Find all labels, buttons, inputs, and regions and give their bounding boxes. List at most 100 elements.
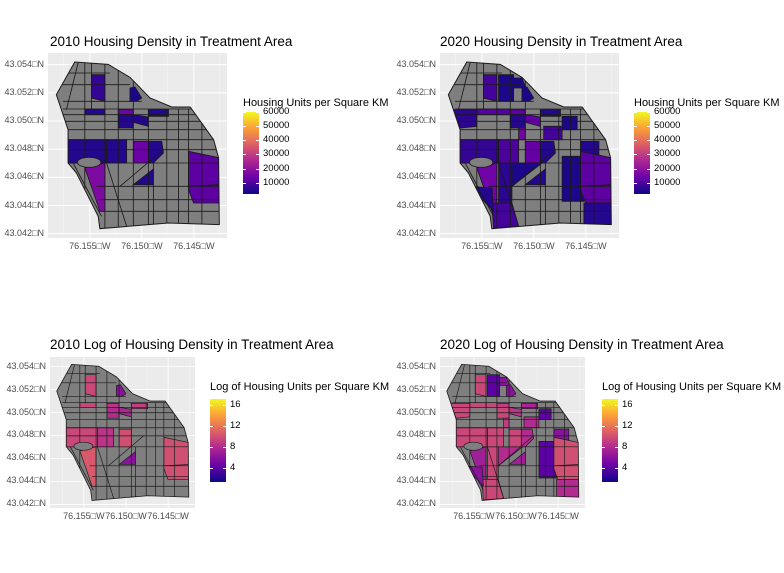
y-tick-label: 43.054□N	[396, 58, 436, 69]
y-tick-label: 43.042□N	[396, 498, 436, 509]
legend-tick-mark	[634, 140, 637, 142]
region-r8b	[487, 427, 505, 448]
region-border	[65, 62, 79, 110]
legend-tick-mark	[243, 182, 246, 184]
region-r6	[147, 109, 169, 117]
legend-tick-mark	[634, 168, 637, 170]
region-r3	[496, 402, 510, 408]
x-tick-label: 76.155□W	[453, 511, 495, 521]
region-r6	[520, 402, 538, 410]
region-border	[552, 464, 579, 467]
legend-tick-mark	[256, 154, 259, 156]
legend-tick-label: 8	[622, 440, 628, 452]
legend-tick-mark	[615, 446, 618, 448]
region-r3	[117, 109, 134, 116]
choropleth-map	[50, 357, 195, 508]
y-tick-label: 43.050□N	[4, 115, 44, 125]
y-tick-label: 43.048□N	[6, 429, 46, 440]
region-border	[487, 446, 505, 499]
legend-tick-label: 50000	[263, 120, 290, 132]
legend-tick-mark	[243, 112, 246, 113]
region-r13	[188, 150, 220, 204]
legend-tick-mark	[602, 467, 605, 469]
region-border	[511, 149, 556, 187]
x-tick-label: 76.145□W	[147, 511, 189, 521]
legend-tick-mark	[243, 126, 246, 128]
legend-tick-mark	[615, 404, 618, 406]
map-title: 2020 Housing Density in Treatment Area	[440, 34, 683, 49]
region-r12	[79, 446, 97, 487]
legend-tick-mark	[647, 112, 650, 113]
region-r1	[84, 374, 97, 397]
region-r9	[524, 140, 541, 164]
map-title: 2020 Log of Housing Density in Treatment…	[440, 337, 724, 352]
legend-tick-mark	[647, 126, 650, 128]
legend-tick-mark	[210, 467, 213, 469]
y-tick-label: 43.050□N	[396, 115, 436, 125]
region-ellipse	[469, 156, 494, 168]
legend-tick-mark	[256, 140, 259, 142]
legend-tick-mark	[223, 404, 226, 406]
legend-tick-label: 30000	[654, 148, 681, 160]
region-border	[454, 365, 465, 404]
region-r6	[539, 109, 561, 117]
legend-colorbar	[210, 399, 226, 482]
map-plot-area	[50, 357, 195, 508]
legend-tick-mark	[243, 154, 246, 156]
y-tick-label: 43.044□N	[396, 199, 436, 210]
region-r16	[448, 402, 471, 419]
legend-colorbar	[602, 399, 618, 482]
legend-tick-mark	[647, 168, 650, 170]
region-r9	[118, 428, 132, 448]
y-tick-label: 43.042□N	[396, 227, 436, 238]
legend-tick-label: 60000	[263, 106, 290, 117]
y-tick-label: 43.042□N	[6, 498, 46, 509]
x-tick-label: 76.155□W	[63, 511, 105, 521]
y-tick-label: 43.050□N	[396, 406, 436, 417]
x-tick-label: 76.155□W	[461, 241, 503, 251]
map-plot-area	[440, 357, 585, 508]
legend-tick-mark	[602, 404, 605, 406]
legend-tick-label: 40000	[263, 134, 290, 146]
choropleth-map	[440, 53, 619, 238]
region-border	[498, 435, 534, 467]
region-r19	[523, 416, 540, 429]
region-r6	[130, 402, 148, 410]
y-tick-label: 43.052□N	[4, 86, 44, 97]
region-ellipse	[77, 156, 102, 168]
region-border	[457, 62, 471, 110]
y-tick-label: 43.046□N	[396, 452, 436, 463]
region-r17	[496, 108, 511, 116]
y-tick-label: 43.054□N	[4, 58, 44, 69]
y-tick-label: 43.054□N	[6, 360, 46, 371]
treatment-area-outline	[447, 61, 612, 230]
x-tick-label: 76.150□W	[105, 511, 147, 521]
legend-tick-mark	[647, 182, 650, 184]
legend-tick-mark	[647, 154, 650, 156]
legend-tick-mark	[634, 182, 637, 184]
map-title: 2010 Log of Housing Density in Treatment…	[50, 337, 334, 352]
legend-tick-mark	[223, 446, 226, 448]
region-r16	[451, 109, 478, 129]
region-r2	[469, 402, 487, 408]
region-r8b	[97, 427, 115, 448]
y-tick-label: 43.048□N	[396, 143, 436, 154]
x-tick-label: 76.145□W	[537, 511, 579, 521]
legend-title: Log of Housing Units per Square KM	[602, 381, 782, 393]
region-border	[119, 149, 164, 187]
legend-tick-label: 60000	[654, 106, 681, 117]
y-tick-label: 43.046□N	[4, 171, 44, 182]
region-border	[70, 446, 94, 491]
legend-tick-mark	[256, 168, 259, 170]
region-border	[464, 162, 494, 217]
legend-tick-mark	[210, 425, 213, 427]
legend-tick-mark	[602, 446, 605, 448]
y-tick-label: 43.044□N	[6, 475, 46, 486]
region-r13	[163, 436, 189, 480]
region-border	[106, 162, 128, 227]
choropleth-map	[48, 53, 227, 238]
y-tick-label: 43.048□N	[4, 143, 44, 154]
treatment-area-outline	[446, 363, 580, 501]
y-tick-label: 43.046□N	[396, 171, 436, 182]
region-r1	[483, 74, 498, 102]
